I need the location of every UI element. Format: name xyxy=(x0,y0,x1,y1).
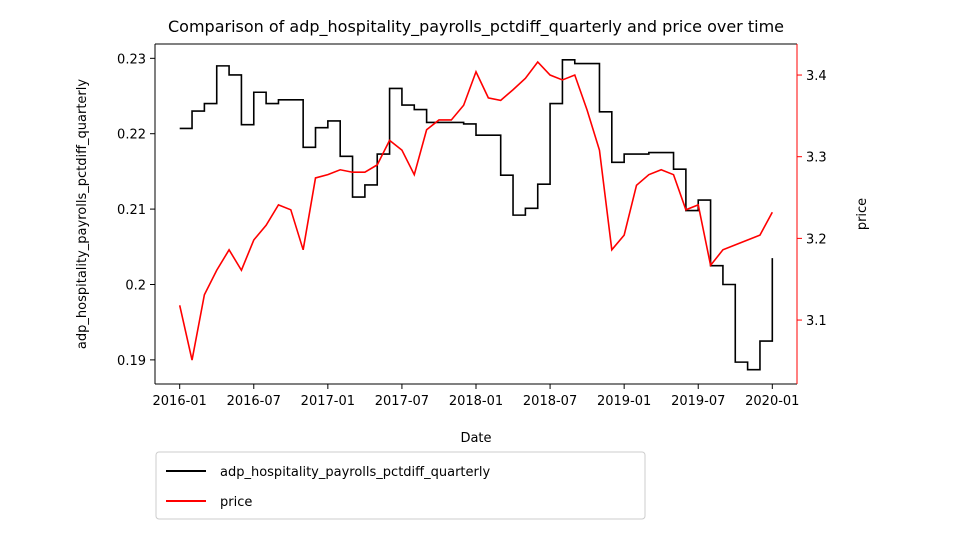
y-tick-label: 0.2 xyxy=(125,278,146,293)
legend-label: price xyxy=(220,495,252,510)
x-tick-label: 2019-07 xyxy=(671,394,725,409)
data-line xyxy=(178,60,774,361)
x-tick-label: 2018-01 xyxy=(449,394,503,409)
y2-tick-label: 3.3 xyxy=(806,151,827,166)
y2-tick-label: 3.1 xyxy=(806,314,827,329)
y-tick-label: 0.19 xyxy=(117,354,146,369)
x-tick-label: 2018-07 xyxy=(523,394,577,409)
y2-tick-label: 3.2 xyxy=(806,232,827,247)
x-tick-label: 2017-07 xyxy=(375,394,429,409)
chart-title: Comparison of adp_hospitality_payrolls_p… xyxy=(168,17,784,37)
x-axis-label: Date xyxy=(460,431,491,446)
x-tick-label: 2019-01 xyxy=(597,394,651,409)
legend-box xyxy=(155,451,646,520)
x-tick-label: 2016-07 xyxy=(227,394,281,409)
legend: adp_hospitality_payrolls_pctdiff_quarter… xyxy=(155,451,646,520)
y-tick-label: 0.22 xyxy=(117,128,146,143)
y2-tick-label: 3.4 xyxy=(806,69,827,84)
x-tick-label: 2020-01 xyxy=(745,394,799,409)
x-tick-label: 2017-01 xyxy=(301,394,355,409)
y-tick-label: 0.23 xyxy=(117,52,146,67)
legend-label: adp_hospitality_payrolls_pctdiff_quarter… xyxy=(220,465,490,480)
y-tick-label: 0.21 xyxy=(117,203,146,218)
y2-axis-label: price xyxy=(855,198,870,230)
data-line xyxy=(179,59,774,371)
x-tick-label: 2016-01 xyxy=(153,394,207,409)
y-axis-label: adp_hospitality_payrolls_pctdiff_quarter… xyxy=(75,79,90,349)
